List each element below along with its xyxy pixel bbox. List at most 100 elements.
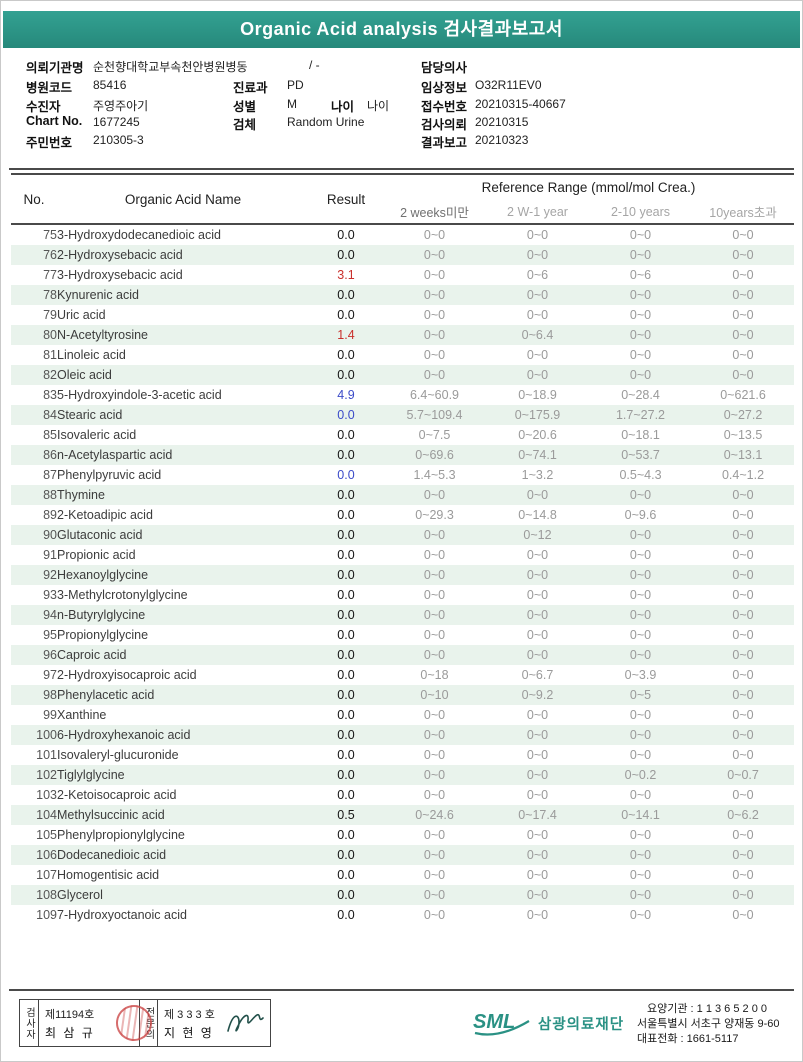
cell-result: 0.0 xyxy=(309,485,383,505)
table-row: 103 2-Ketoisocaproic acid 0.0 0~0 0~0 0~0 0~0 xyxy=(11,785,794,805)
cell-no: 107 xyxy=(36,868,57,882)
cell-ref: 0~621.6 xyxy=(720,388,766,402)
table-row: 108 Glycerol 0.0 0~0 0~0 0~0 0~0 xyxy=(11,885,795,905)
report-date-label: 결과보고 xyxy=(421,136,468,150)
receipt-no-value: 20210315-40667 xyxy=(475,97,566,111)
cell-ref: 0~0 xyxy=(692,365,795,385)
column-header-ref-2w-1year: 2 W-1 year xyxy=(507,204,568,219)
cell-name: n-Butyrylglycine xyxy=(57,605,309,625)
cell-ref: 0~0 xyxy=(383,725,486,745)
cell-ref: 0~0 xyxy=(526,708,549,722)
department-label: 진료과 xyxy=(233,81,268,95)
cell-ref: 0~6.7 xyxy=(521,668,554,682)
cell-result: 0.0 xyxy=(309,445,383,465)
cell-ref: 0~0 xyxy=(526,868,549,882)
cell-ref: 0~0 xyxy=(589,245,692,265)
table-row: 92 Hexanoylglycine 0.0 0~0 0~0 0~0 0~0 xyxy=(11,565,795,585)
table-row: 90 Glutaconic acid 0.0 0~0 0~12 0~0 0~0 xyxy=(11,525,795,545)
cell-ref: 0~0 xyxy=(486,725,589,745)
table-row: 87 Phenylpyruvic acid 0.0 1.4~5.3 1~3.2 0.5~4… xyxy=(11,465,794,485)
table-row: 109 7-Hydroxyoctanoic acid 0.0 0~0 0~0 0~0 0~0 xyxy=(11,905,794,925)
cell-result: 0.0 xyxy=(337,428,355,442)
divider-top xyxy=(9,168,794,170)
lab-name: 삼광의료재단 xyxy=(538,1016,625,1033)
cell-ref: 0~0 xyxy=(383,765,486,785)
cell-no: 98 xyxy=(11,685,57,705)
cell-ref: 1.7~27.2 xyxy=(589,405,692,425)
resident-no-label: 주민번호 xyxy=(26,136,73,150)
cell-no: 103 xyxy=(36,788,57,802)
cell-no: 89 xyxy=(43,508,57,522)
cell-ref: 0~0 xyxy=(732,548,754,562)
cell-no: 86 xyxy=(11,445,57,465)
cell-ref: 0.5~4.3 xyxy=(619,468,662,482)
patient-label: 수진자 xyxy=(26,100,61,114)
cell-name: Linoleic acid xyxy=(57,348,126,362)
cell-ref: 0~0 xyxy=(589,525,692,545)
table-row: 106 Dodecanedioic acid 0.0 0~0 0~0 0~0 0~0 xyxy=(11,845,795,865)
column-header-ref-2-10years: 2-10 years xyxy=(610,204,671,219)
cell-no: 94 xyxy=(11,605,57,625)
cell-ref: 0~0 xyxy=(692,645,795,665)
cell-no: 76 xyxy=(11,245,57,265)
cell-ref: 0~0.7 xyxy=(692,765,795,785)
cell-ref: 0~0 xyxy=(383,525,486,545)
table-row: 99 Xanthine 0.0 0~0 0~0 0~0 0~0 xyxy=(11,705,794,725)
cell-no: 81 xyxy=(43,348,57,362)
cell-ref: 0~0 xyxy=(589,605,692,625)
cell-ref: 0~0 xyxy=(589,485,692,505)
cell-ref: 0~0 xyxy=(692,245,795,265)
cell-name: 5-Hydroxyindole-3-acetic acid xyxy=(57,388,222,402)
cell-name: Xanthine xyxy=(57,708,107,722)
cell-no: 75 xyxy=(43,228,57,242)
cell-no: 109 xyxy=(36,908,57,922)
cell-ref: 0~53.7 xyxy=(589,445,692,465)
examiner-cert-number: 제11194호 xyxy=(45,1008,95,1021)
cell-ref: 0~0 xyxy=(423,828,446,842)
cell-result: 0.0 xyxy=(309,365,383,385)
cell-ref: 5.7~109.4 xyxy=(383,405,486,425)
cell-ref: 0~18 xyxy=(420,668,449,682)
org-name-value: 순천향대학교부속천안병원병동 xyxy=(93,60,248,74)
chart-no-label: Chart No. xyxy=(26,114,83,128)
doctor-label: 담당의사 xyxy=(421,61,468,75)
cell-ref: 0~0 xyxy=(629,868,652,882)
cell-no: 87 xyxy=(43,468,57,482)
results-table-head: No. Organic Acid Name Result Reference R… xyxy=(11,174,795,224)
cell-result: 0.0 xyxy=(337,628,355,642)
cell-ref: 0~175.9 xyxy=(486,405,589,425)
table-row: 84 Stearic acid 0.0 5.7~109.4 0~175.9 1.7~27.… xyxy=(11,405,795,425)
svg-text:SML: SML xyxy=(473,1011,515,1033)
cell-ref: 0~0 xyxy=(732,228,754,242)
cell-ref: 0~0 xyxy=(526,908,549,922)
cell-ref: 0~6 xyxy=(629,268,652,282)
cell-result: 0.0 xyxy=(309,605,383,625)
cell-no: 77 xyxy=(43,268,57,282)
cell-ref: 0~0 xyxy=(732,588,754,602)
cell-name: N-Acetyltyrosine xyxy=(57,325,309,345)
cell-result: 0.0 xyxy=(309,565,383,585)
table-row: 107 Homogentisic acid 0.0 0~0 0~0 0~0 0~0 xyxy=(11,865,794,885)
table-row: 98 Phenylacetic acid 0.0 0~10 0~9.2 0~5 0~0 xyxy=(11,685,795,705)
cell-ref: 0~0 xyxy=(486,365,589,385)
cell-result: 0.0 xyxy=(309,645,383,665)
table-row: 88 Thymine 0.0 0~0 0~0 0~0 0~0 xyxy=(11,485,795,505)
cell-ref: 0~0 xyxy=(383,365,486,385)
sex-label: 성별 xyxy=(233,100,257,114)
cell-ref: 0.4~1.2 xyxy=(721,468,765,482)
cell-result: 0.0 xyxy=(337,228,355,242)
cell-ref: 0~0 xyxy=(732,668,754,682)
cell-name: 6-Hydroxyhexanoic acid xyxy=(57,725,309,745)
table-row: 102 Tiglylglycine 0.0 0~0 0~0 0~0.2 0~0.7 xyxy=(11,765,795,785)
cell-ref: 0~0 xyxy=(589,365,692,385)
cell-ref: 0~29.3 xyxy=(415,508,454,522)
cell-ref: 0~0 xyxy=(629,908,652,922)
cell-ref: 6.4~60.9 xyxy=(409,388,459,402)
contact-info: 요양기관 : 1 1 3 6 5 2 0 0 서울특별시 서초구 양재동 9-6… xyxy=(637,1002,780,1047)
cell-ref: 0~7.5 xyxy=(418,428,451,442)
cell-name: 7-Hydroxyoctanoic acid xyxy=(57,908,187,922)
cell-ref: 0~0 xyxy=(423,308,446,322)
table-row: 81 Linoleic acid 0.0 0~0 0~0 0~0 0~0 xyxy=(11,345,794,365)
cell-result: 0.0 xyxy=(309,405,383,425)
